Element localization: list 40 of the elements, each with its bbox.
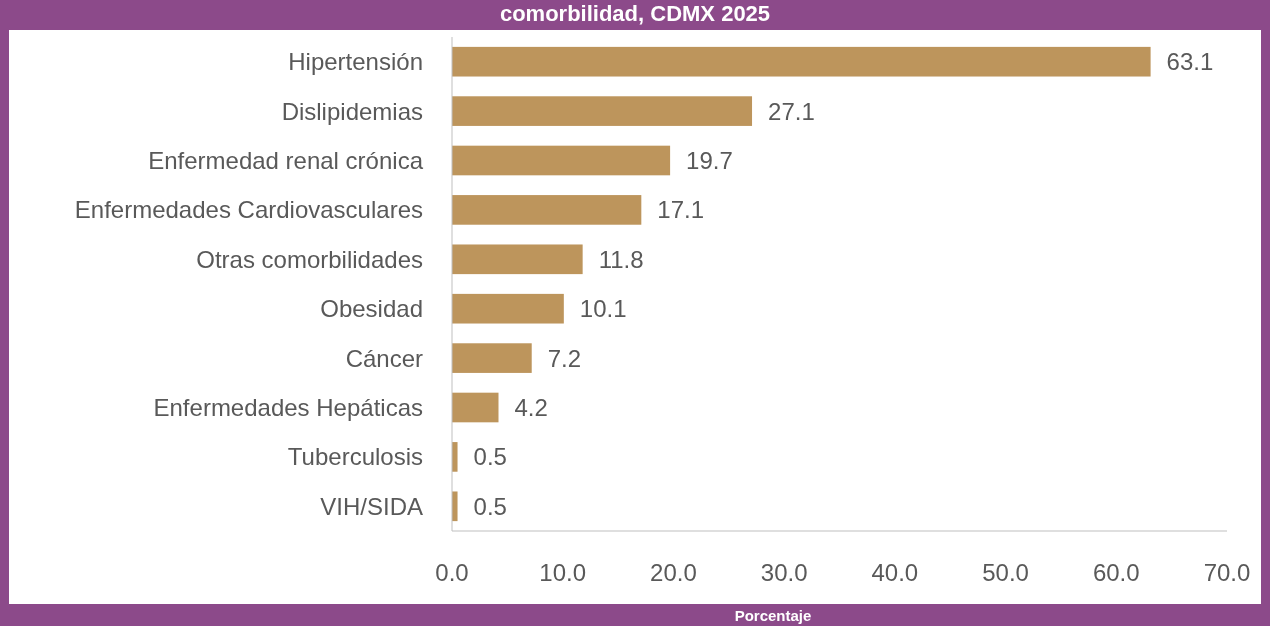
x-tick-label: 10.0 (539, 559, 587, 587)
x-tick-label: 70.0 (1203, 559, 1251, 587)
x-tick-label: 40.0 (871, 559, 919, 587)
y-tick-label: Otras comorbilidades (196, 245, 423, 273)
bar (452, 244, 583, 275)
bar (452, 46, 1151, 77)
y-tick-label: Hipertensión (288, 48, 423, 76)
x-axis-title: Porcentaje (734, 607, 812, 625)
data-label: 63.1 (1166, 48, 1214, 76)
data-label: 10.1 (579, 295, 627, 323)
y-tick-label: Enfermedades Hepáticas (153, 393, 423, 421)
bar (452, 491, 458, 522)
y-tick-label: Cáncer (345, 344, 423, 372)
x-tick-label: 30.0 (760, 559, 808, 587)
chart-title: comorbilidad, CDMX 2025 (499, 1, 771, 26)
bar (452, 442, 458, 472)
y-tick-label: Enfermedades Cardiovasculares (74, 196, 423, 224)
y-tick-label: Obesidad (320, 295, 423, 323)
data-label: 11.8 (598, 245, 644, 273)
y-tick-label: VIH/SIDA (320, 492, 423, 520)
bar (452, 145, 671, 176)
data-label: 7.2 (547, 344, 582, 372)
data-label: 27.1 (768, 97, 815, 125)
bar (452, 96, 753, 126)
data-label: 19.7 (686, 146, 733, 174)
x-tick-label: 50.0 (982, 559, 1029, 587)
bar (452, 392, 499, 423)
data-label: 0.5 (473, 492, 507, 520)
x-tick-label: 20.0 (650, 559, 697, 587)
data-label: 0.5 (473, 443, 507, 471)
y-tick-label: Tuberculosis (287, 443, 423, 471)
x-tick-label: 0.0 (435, 559, 469, 587)
bar (452, 195, 642, 225)
y-tick-label: Dislipidemias (281, 97, 423, 125)
bar (452, 293, 564, 324)
bar (452, 343, 532, 373)
data-label: 4.2 (514, 393, 548, 421)
x-tick-label: 60.0 (1092, 559, 1140, 587)
data-label: 17.1 (657, 196, 705, 224)
y-tick-label: Enfermedad renal crónica (148, 146, 424, 174)
